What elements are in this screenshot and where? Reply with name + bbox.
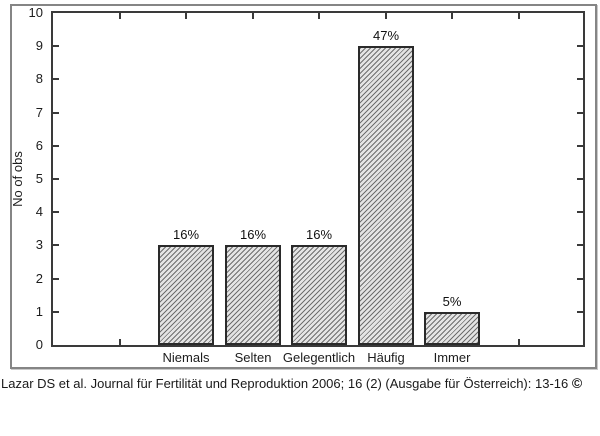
x-axis-tick-top bbox=[252, 13, 254, 19]
bar-value-label: 5% bbox=[442, 294, 462, 309]
y-tick-label: 5 bbox=[35, 171, 43, 186]
y-axis-tick bbox=[53, 311, 59, 313]
y-tick-label: 9 bbox=[35, 38, 43, 53]
y-axis-tick bbox=[53, 112, 59, 114]
x-axis-tick-top bbox=[385, 13, 387, 19]
y-tick-label: 3 bbox=[35, 237, 43, 252]
y-axis-label: No of obs bbox=[10, 151, 25, 207]
y-axis-tick-right bbox=[577, 78, 583, 80]
y-tick-label: 8 bbox=[35, 71, 43, 86]
y-axis-tick-right bbox=[577, 178, 583, 180]
y-axis-tick-right bbox=[577, 244, 583, 246]
y-tick-label: 7 bbox=[35, 105, 43, 120]
y-axis-tick bbox=[53, 211, 59, 213]
y-tick-label: 0 bbox=[35, 337, 43, 352]
y-axis-tick bbox=[53, 244, 59, 246]
y-axis-tick-right bbox=[577, 112, 583, 114]
y-axis-tick-right bbox=[577, 211, 583, 213]
bar bbox=[291, 245, 347, 345]
bar bbox=[424, 312, 480, 345]
x-axis-tick-top bbox=[185, 13, 187, 19]
x-category-label: Niemals bbox=[162, 350, 210, 365]
x-axis-tick-top bbox=[318, 13, 320, 19]
x-axis-tick-top bbox=[119, 13, 121, 19]
x-category-label: Immer bbox=[433, 350, 471, 365]
y-axis-tick bbox=[53, 178, 59, 180]
y-axis-tick bbox=[53, 45, 59, 47]
x-axis-tick-top bbox=[451, 13, 453, 19]
y-axis-tick bbox=[53, 145, 59, 147]
x-category-label: Häufig bbox=[367, 350, 405, 365]
x-axis-tick-top bbox=[518, 13, 520, 19]
y-tick-label: 2 bbox=[35, 271, 43, 286]
y-axis-tick-right bbox=[577, 45, 583, 47]
bar-value-label: 47% bbox=[372, 28, 400, 43]
x-category-label: Gelegentlich bbox=[282, 350, 356, 365]
copyright-symbol: © bbox=[571, 375, 583, 391]
bar bbox=[358, 46, 414, 345]
caption-text: Lazar DS et al. Journal für Fertilität u… bbox=[1, 376, 572, 391]
y-axis-tick-right bbox=[577, 278, 583, 280]
x-category-label: Selten bbox=[234, 350, 272, 365]
bar bbox=[225, 245, 281, 345]
y-tick-label: 4 bbox=[35, 204, 43, 219]
y-axis-tick bbox=[53, 78, 59, 80]
y-axis-tick-right bbox=[577, 311, 583, 313]
y-axis-tick-right bbox=[577, 145, 583, 147]
caption: Lazar DS et al. Journal für Fertilität u… bbox=[1, 375, 599, 392]
y-tick-label: 1 bbox=[35, 304, 43, 319]
bar bbox=[158, 245, 214, 345]
y-tick-label: 6 bbox=[35, 138, 43, 153]
x-axis-tick-bottom bbox=[119, 339, 121, 345]
x-axis-tick-bottom bbox=[518, 339, 520, 345]
y-axis-tick bbox=[53, 278, 59, 280]
bar-value-label: 16% bbox=[172, 227, 200, 242]
bar-value-label: 16% bbox=[305, 227, 333, 242]
y-tick-label: 10 bbox=[28, 5, 43, 20]
bar-value-label: 16% bbox=[239, 227, 267, 242]
